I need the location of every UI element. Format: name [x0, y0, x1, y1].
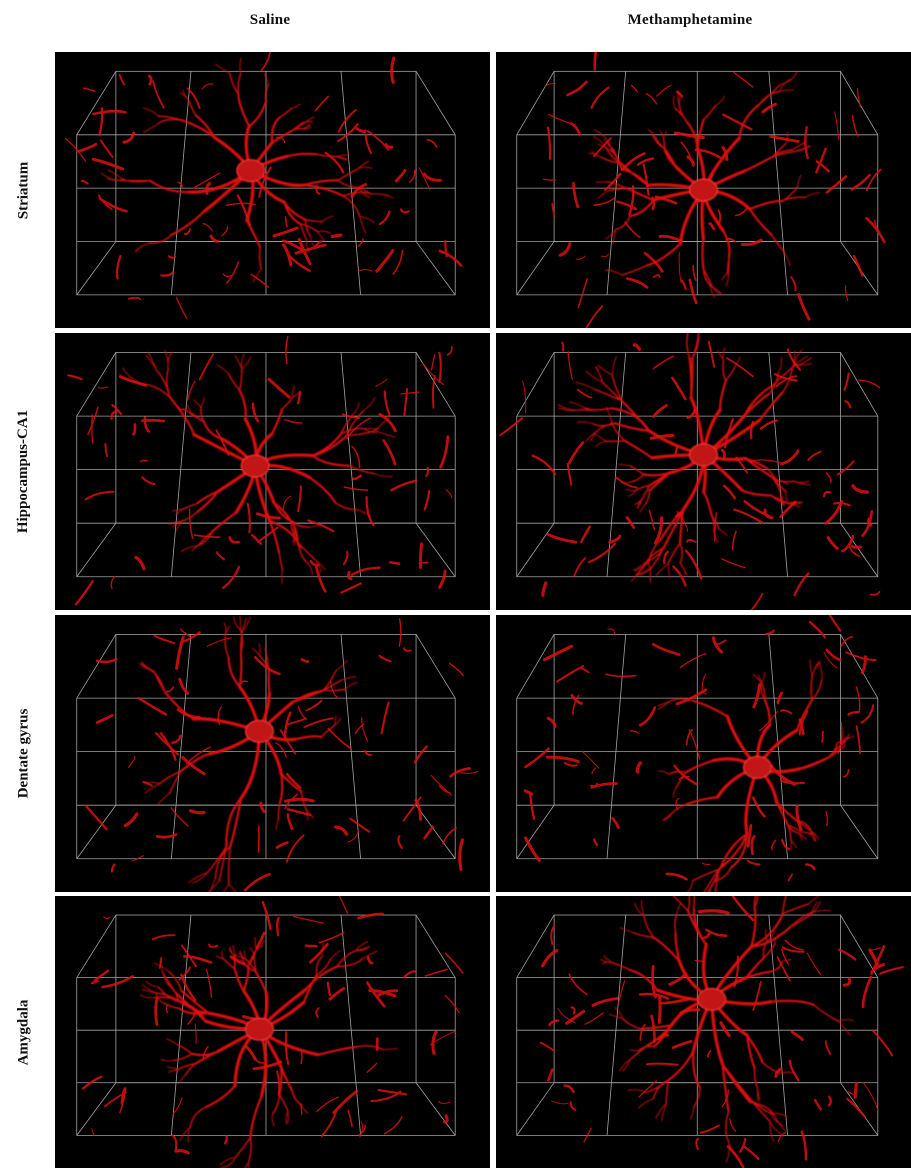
process-fragments — [523, 615, 877, 882]
bounding-box-grid — [76, 914, 456, 1136]
panel-canvas — [67, 335, 456, 606]
cell-soma — [244, 719, 274, 743]
microglia-render-dentate-gyrus-methamphetamine — [496, 615, 911, 892]
microglia-render-amygdala-methamphetamine — [496, 896, 911, 1168]
column-header-methamphetamine: Methamphetamine — [627, 12, 753, 28]
microglia-render-hippocampus-ca1-saline — [55, 333, 490, 610]
panel-canvas — [64, 52, 463, 319]
microglia-cell — [100, 57, 394, 283]
panel-canvas — [499, 333, 881, 610]
cell-soma — [244, 1017, 274, 1041]
cell-soma — [689, 443, 718, 467]
panel-canvas — [516, 896, 904, 1168]
microglia-cell — [557, 333, 813, 584]
cell-soma — [697, 987, 727, 1011]
bounding-box-grid — [76, 633, 456, 860]
process-fragments — [539, 896, 904, 1168]
process-fragments — [84, 618, 479, 892]
process-fragments — [67, 335, 453, 606]
microglia-render-striatum-methamphetamine — [496, 52, 911, 328]
panel-canvas — [76, 896, 464, 1168]
panel-canvas — [516, 615, 879, 892]
process-fragments — [64, 52, 463, 319]
microglia-render-amygdala-saline — [55, 896, 490, 1168]
cell-soma — [240, 454, 270, 478]
panel-canvas — [516, 52, 886, 328]
bounding-box-grid — [516, 70, 879, 296]
column-header-saline: Saline — [249, 12, 291, 28]
microglia-render-hippocampus-ca1-methamphetamine — [496, 333, 911, 610]
process-fragments — [542, 52, 886, 328]
microglia-render-dentate-gyrus-saline — [55, 615, 490, 892]
row-label-dentate-gyrus: Dentate gyrus — [15, 708, 32, 799]
row-label-hippocampus-ca1: Hippocampus-CA1 — [15, 409, 32, 534]
bounding-box-grid — [76, 70, 456, 296]
panel-canvas — [76, 615, 479, 892]
microglia-render-striatum-saline — [55, 52, 490, 328]
row-label-striatum: Striatum — [15, 161, 32, 219]
bounding-box-grid — [516, 633, 879, 860]
cell-soma — [689, 178, 718, 202]
cell-soma — [236, 159, 266, 183]
process-fragments — [499, 340, 881, 610]
row-label-amygdala: Amygdala — [15, 999, 32, 1065]
cell-soma — [742, 755, 772, 779]
